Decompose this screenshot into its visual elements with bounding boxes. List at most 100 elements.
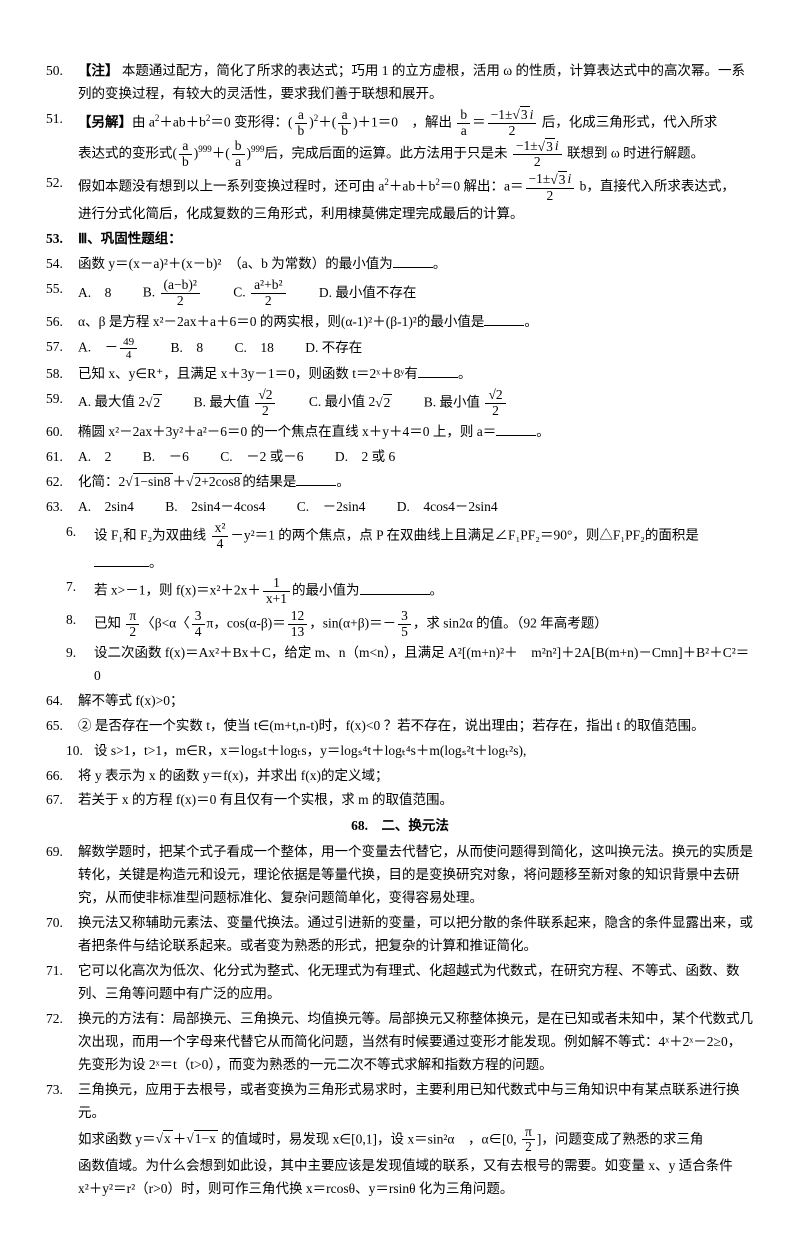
problem-65: 65. ② 是否存在一个实数 t，使当 t∈(m+t,n-t)时，f(x)<0 … xyxy=(46,715,754,738)
item-number: 7. xyxy=(46,576,94,607)
problem-10: 10. 设 s>1，t>1，m∈R，x＝logₛt＋logₜs，y＝logₛ⁴t… xyxy=(46,740,754,763)
option-b: B. 8 xyxy=(171,337,204,360)
sqrt-2: 2 xyxy=(145,392,162,415)
problem-9: 9. 设二次函数 f(x)＝Ax²＋Bx＋C，给定 m、n（m<n），且满足 A… xyxy=(46,642,754,688)
frac-3-5: 35 xyxy=(398,609,411,640)
frac-root: −1±3i2 xyxy=(513,139,562,170)
section-number: 68. xyxy=(351,818,368,833)
option-b: B. 最大值 √22 xyxy=(194,388,278,419)
options-57: 57. A. －494 B. 8 C. 18 D. 不存在 xyxy=(46,336,754,361)
options-63: 63. A. 2sin4 B. 2sin4－4cos4 C. －2sin4 D.… xyxy=(46,496,754,519)
problem-6: 6. 设 F₁和 F₂为双曲线 x²4－y²＝1 的两个焦点，点 P 在双曲线上… xyxy=(46,521,754,575)
item-number: 52. xyxy=(46,172,78,226)
option-a: A. 8 xyxy=(78,282,111,305)
frac-b-over-a: ba xyxy=(457,108,470,139)
item-number: 60. xyxy=(46,421,78,444)
sqrt-expr: 1−sin8 xyxy=(125,471,172,494)
item-body: 将 y 表示为 x 的函数 y＝f(x)，并求出 f(x)的定义域； xyxy=(78,765,754,788)
options-55: 55. A. 8 B. (a−b)²2 C. a²+b²2 D. 最小值不存在 xyxy=(46,278,754,309)
paragraph-body: 它可以化高次为低次、化分式为整式、化无理式为有理式、化超越式为代数式，在研究方程… xyxy=(78,960,754,1006)
item-number: 53. xyxy=(46,228,78,251)
item-number: 62. xyxy=(46,471,78,494)
item-number: 72. xyxy=(46,1008,78,1077)
item-body: 解不等式 f(x)>0； xyxy=(78,690,754,713)
sqrt-3: 3 xyxy=(512,108,529,123)
sqrt-2: 2 xyxy=(375,392,392,415)
option-c: C. －2sin4 xyxy=(297,496,366,519)
answer-blank[interactable] xyxy=(418,365,458,378)
problem-62: 62. 化简：21−sin8＋2+2cos8的结果是。 xyxy=(46,471,754,494)
item-number: 55. xyxy=(46,278,78,309)
paragraph-69: 69. 解数学题时，把某个式子看成一个整体，用一个变量去代替它，从而使问题得到简… xyxy=(46,841,754,910)
options-59: 59. A. 最大值 22 B. 最大值 √22 C. 最小值 22 B. 最小… xyxy=(46,388,754,419)
item-number: 70. xyxy=(46,912,78,958)
answer-blank[interactable] xyxy=(393,255,433,268)
paragraph-73: 73. 三角换元，应用于去根号，或者变换为三角形式易求时，主要利用已知代数式中与… xyxy=(46,1079,754,1201)
problem-8: 8. 已知 π2〈β<α〈34π，cos(α-β)＝1213，sin(α+β)＝… xyxy=(46,609,754,640)
text: 本题通过配方，简化了所求的表达式；巧用 1 的立方虚根，活用 ω 的性质，计算表… xyxy=(78,63,745,101)
frac-b-over-a: ba xyxy=(232,139,245,170)
paragraph-body: 换元的方法有：局部换元、三角换元、均值换元等。局部换元又称整体换元，是在已知或者… xyxy=(78,1008,754,1077)
problem-52: 52. 假如本题没有想到以上一系列变换过程时，还可由 a2＋ab＋b2＝0 解出… xyxy=(46,172,754,226)
frac-pi-2: π2 xyxy=(522,1125,535,1156)
option-b: B. 2sin4－4cos4 xyxy=(165,496,265,519)
item-body: 【另解】由 a2＋ab＋b2＝0 变形得：(ab)2＋(ab)＋1＝0 ，解出 … xyxy=(78,108,754,170)
paragraph-71: 71. 它可以化高次为低次、化分式为整式、化无理式为有理式、化超越式为代数式，在… xyxy=(46,960,754,1006)
option-d: D. 2 或 6 xyxy=(335,446,395,469)
item-number: 57. xyxy=(46,336,78,361)
item-number: 64. xyxy=(46,690,78,713)
item-body: 设 s>1，t>1，m∈R，x＝logₛt＋logₜs，y＝logₛ⁴t＋log… xyxy=(94,740,754,763)
problem-50: 50. 【注】 本题通过配方，简化了所求的表达式；巧用 1 的立方虚根，活用 ω… xyxy=(46,60,754,106)
item-number: 63. xyxy=(46,496,78,519)
item-number: 10. xyxy=(46,740,94,763)
option-c: C. a²+b²2 xyxy=(233,278,287,309)
frac-3-4: 34 xyxy=(192,609,205,640)
section-title: Ⅲ、巩固性题组： xyxy=(78,228,754,251)
option-b: B. －6 xyxy=(143,446,189,469)
option-b: B. (a−b)²2 xyxy=(143,278,202,309)
problem-7: 7. 若 x>－1，则 f(x)＝x²＋2x＋1x+1的最小值为。 xyxy=(46,576,754,607)
frac-12-13: 1213 xyxy=(288,609,308,640)
item-number: 58. xyxy=(46,363,78,386)
problem-60: 60. 椭圆 x²－2ax＋3y²＋a²－6＝0 的一个焦点在直线 x＋y＋4＝… xyxy=(46,421,754,444)
paragraph-72: 72. 换元的方法有：局部换元、三角换元、均值换元等。局部换元又称整体换元，是在… xyxy=(46,1008,754,1077)
item-number: 66. xyxy=(46,765,78,788)
item-number: 73. xyxy=(46,1079,78,1201)
sqrt-3: 3 xyxy=(538,140,555,155)
answer-blank[interactable] xyxy=(496,423,536,436)
option-c: C. －2 或－6 xyxy=(220,446,303,469)
item-body: ② 是否存在一个实数 t，使当 t∈(m+t,n-t)时，f(x)<0 ？若不存… xyxy=(78,715,754,738)
answer-blank[interactable] xyxy=(94,553,149,566)
section-title: 二、换元法 xyxy=(381,818,449,833)
frac-1-x1: 1x+1 xyxy=(263,576,290,607)
item-number: 51. xyxy=(46,108,78,170)
frac-pi-2: π2 xyxy=(126,609,139,640)
frac-a-over-b: ab xyxy=(338,108,351,139)
sqrt-expr: 2+2cos8 xyxy=(186,471,242,494)
item-number: 56. xyxy=(46,311,78,334)
option-a: A. 2sin4 xyxy=(78,496,134,519)
option-a: A. 最大值 22 xyxy=(78,391,162,414)
item-number: 65. xyxy=(46,715,78,738)
answer-blank[interactable] xyxy=(296,472,336,485)
paragraph-body: 三角换元，应用于去根号，或者变换为三角形式易求时，主要利用已知代数式中与三角知识… xyxy=(78,1079,754,1201)
option-d: D. 不存在 xyxy=(305,337,362,360)
frac-a-over-b: ab xyxy=(179,139,192,170)
section-53: 53. Ⅲ、巩固性题组： xyxy=(46,228,754,251)
paragraph-body: 解数学题时，把某个式子看成一个整体，用一个变量去代替它，从而使问题得到简化，这叫… xyxy=(78,841,754,910)
option-c: C. 18 xyxy=(235,337,274,360)
problem-67: 67. 若关于 x 的方程 f(x)＝0 有且仅有一个实根，求 m 的取值范围。 xyxy=(46,789,754,812)
option-d: B. 最小值 √22 xyxy=(424,388,508,419)
item-body: 若关于 x 的方程 f(x)＝0 有且仅有一个实根，求 m 的取值范围。 xyxy=(78,789,754,812)
problem-58: 58. 已知 x、y∈R⁺，且满足 x＋3y－1＝0，则函数 t＝2ˣ＋8ʸ有。 xyxy=(46,363,754,386)
answer-blank[interactable] xyxy=(360,582,430,595)
item-number: 9. xyxy=(46,642,94,688)
label-note: 【注】 xyxy=(78,63,119,78)
answer-blank[interactable] xyxy=(484,313,524,326)
item-number: 8. xyxy=(46,609,94,640)
problem-51: 51. 【另解】由 a2＋ab＋b2＝0 变形得：(ab)2＋(ab)＋1＝0 … xyxy=(46,108,754,170)
paragraph-body: 换元法又称辅助元素法、变量代换法。通过引进新的变量，可以把分散的条件联系起来，隐… xyxy=(78,912,754,958)
item-number: 50. xyxy=(46,60,78,106)
paragraph-70: 70. 换元法又称辅助元素法、变量代换法。通过引进新的变量，可以把分散的条件联系… xyxy=(46,912,754,958)
sqrt-3: 3 xyxy=(550,173,567,188)
